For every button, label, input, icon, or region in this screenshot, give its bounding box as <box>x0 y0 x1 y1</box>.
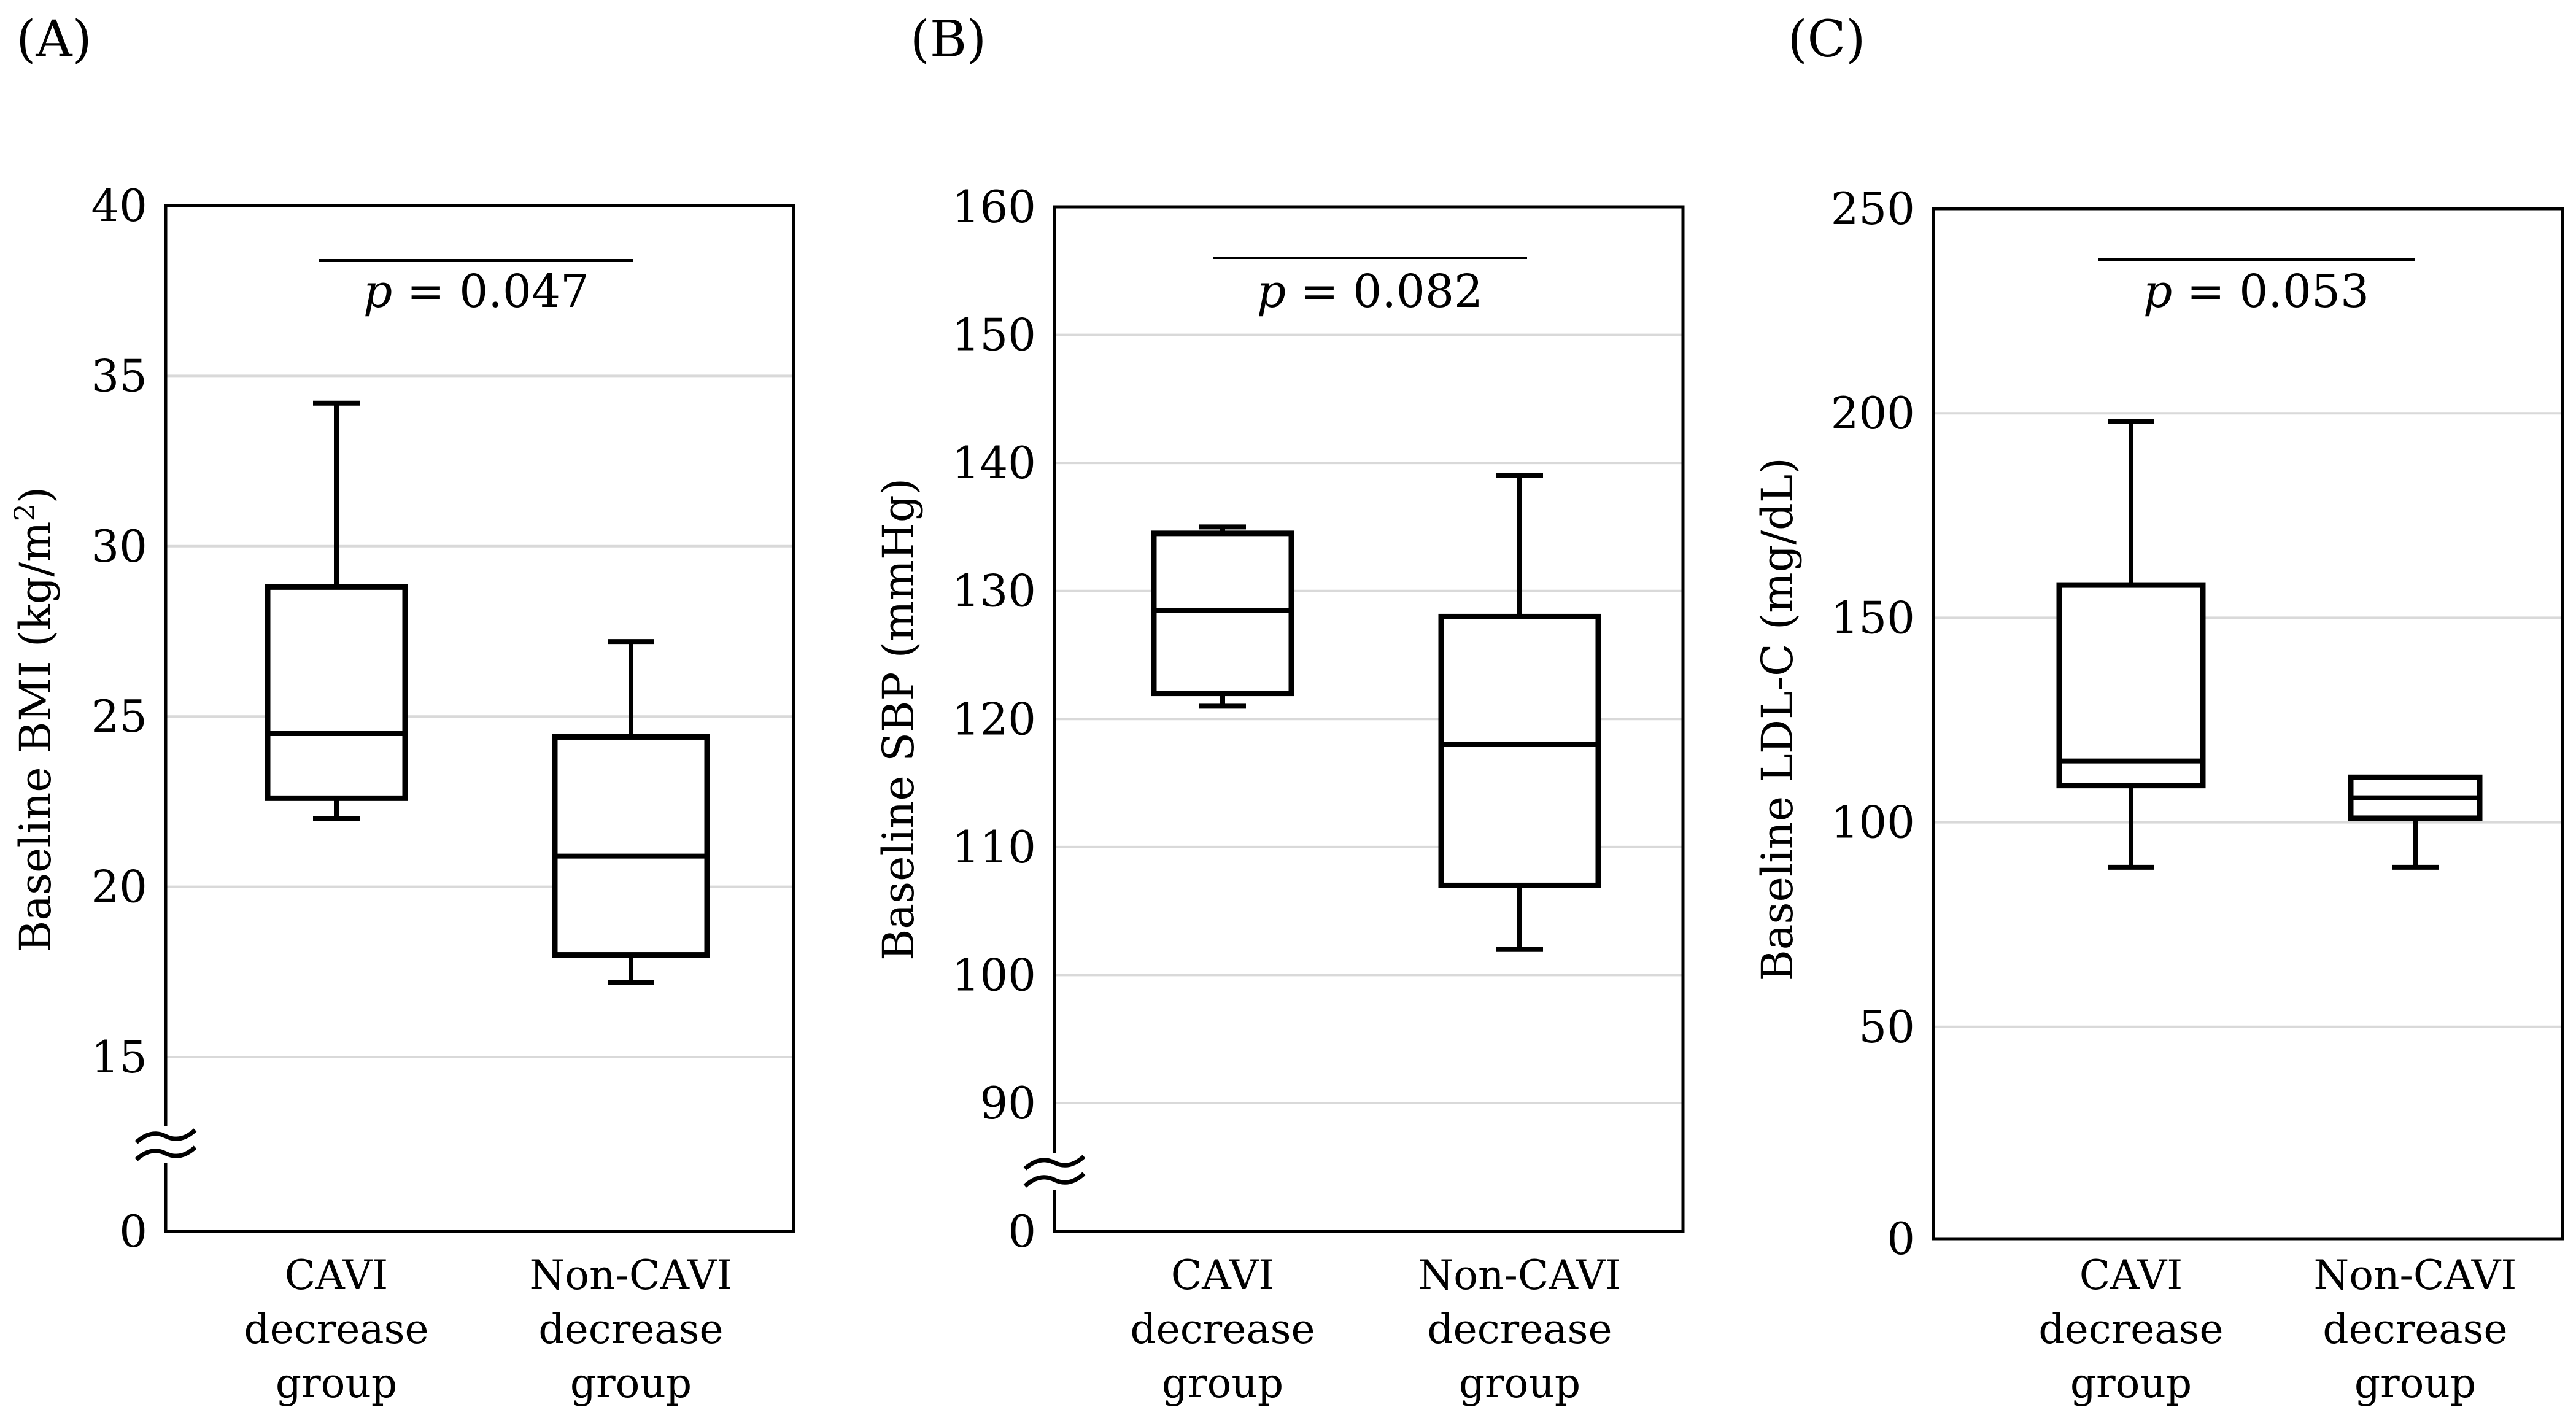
y-tick-label: 15 <box>91 1031 147 1083</box>
p-value-annotation: p = 0.053 <box>2143 265 2369 318</box>
y-axis-label: Baseline BMI (kg/m2) <box>8 487 61 952</box>
y-tick-label: 35 <box>91 350 147 401</box>
iqr-box <box>1438 613 1601 888</box>
x-category-label: CAVI <box>1171 1252 1275 1299</box>
panel-label: (A) <box>16 10 91 69</box>
plot-frame <box>164 204 795 1233</box>
y-tick-label: 20 <box>91 861 147 913</box>
x-category-label: Non-CAVI <box>2314 1252 2517 1299</box>
x-category-label: Non-CAVI <box>530 1252 733 1299</box>
y-tick-label: 200 <box>1831 387 1915 439</box>
y-tick-label: 50 <box>1859 1001 1915 1053</box>
p-value-annotation: p = 0.047 <box>363 265 589 318</box>
y-axis-label: Baseline LDL-C (mg/dL) <box>1752 457 1803 981</box>
panel-label: (B) <box>910 10 986 69</box>
box-cavi-decrease <box>265 400 408 821</box>
x-category-label: decrease <box>538 1306 723 1353</box>
axis-break-line <box>1023 1155 1086 1171</box>
y-tick-label: 30 <box>91 521 147 572</box>
y-tick-label: 0 <box>1008 1206 1036 1257</box>
x-category-label: group <box>1162 1360 1283 1407</box>
panel-a: (A) 0 15 20 25 30 35 40 Baseline BMI (kg/m2) p = … <box>8 10 795 1407</box>
x-category-label: decrease <box>1427 1306 1612 1353</box>
box-non-cavi-decrease <box>1438 473 1601 952</box>
x-category-label: decrease <box>2038 1306 2223 1353</box>
x-category-label: decrease <box>244 1306 428 1353</box>
y-tick-label: 130 <box>952 565 1036 617</box>
y-tick-label: 150 <box>1831 592 1915 643</box>
x-category-label: CAVI <box>2079 1252 2183 1299</box>
axis-break-gap <box>134 1126 198 1163</box>
x-category-label: decrease <box>1130 1306 1315 1353</box>
axis-break-gap <box>1023 1153 1086 1190</box>
x-category-label: group <box>2070 1360 2192 1407</box>
axis-break-line <box>134 1145 197 1161</box>
panel-c: (C) 0 50 100 150 200 250 Baseline LDL-C (mg/dL)… <box>1752 10 2564 1407</box>
iqr-box <box>2056 582 2206 789</box>
x-category-label: decrease <box>2323 1306 2507 1353</box>
y-tick-label: 160 <box>952 181 1036 233</box>
axis-break-line <box>134 1128 197 1144</box>
plot-frame <box>1932 207 2564 1241</box>
y-tick-label: 90 <box>980 1077 1036 1129</box>
panel-label: (C) <box>1788 10 1866 69</box>
y-tick-label: 140 <box>952 437 1036 489</box>
y-tick-label: 120 <box>952 693 1036 745</box>
iqr-box <box>552 734 710 958</box>
y-tick-label: 100 <box>952 949 1036 1001</box>
p-value-annotation: p = 0.082 <box>1257 265 1483 318</box>
y-tick-label: 250 <box>1831 183 1915 234</box>
x-category-label: group <box>1459 1360 1580 1407</box>
x-category-label: Non-CAVI <box>1418 1252 1622 1299</box>
box-cavi-decrease <box>1151 524 1294 709</box>
plot-frame <box>1053 205 1685 1233</box>
y-tick-label: 40 <box>91 180 147 231</box>
box-cavi-decrease <box>2056 419 2206 870</box>
x-category-label: group <box>276 1360 397 1407</box>
y-tick-label: 0 <box>1887 1213 1915 1265</box>
y-axis-label: Baseline SBP (mmHg) <box>873 478 924 961</box>
iqr-box <box>1151 530 1294 697</box>
axis-break-line <box>1023 1172 1086 1188</box>
box-non-cavi-decrease <box>2348 774 2483 870</box>
y-tick-label: 0 <box>119 1206 147 1257</box>
axis-break-icon <box>1023 1153 1086 1190</box>
x-category-label: group <box>570 1360 692 1407</box>
y-tick-label: 110 <box>952 821 1036 873</box>
x-category-label: group <box>2354 1360 2476 1407</box>
y-tick-label: 100 <box>1831 797 1915 848</box>
y-tick-label: 150 <box>952 309 1036 361</box>
panel-b: (B) 0 90 100 110 120 130 140 150 160 Baseline SBP … <box>873 10 1685 1407</box>
y-tick-label: 25 <box>91 691 147 742</box>
x-category-label: CAVI <box>285 1252 389 1299</box>
box-non-cavi-decrease <box>552 639 710 985</box>
iqr-box <box>265 584 408 801</box>
axis-break-icon <box>134 1126 198 1163</box>
